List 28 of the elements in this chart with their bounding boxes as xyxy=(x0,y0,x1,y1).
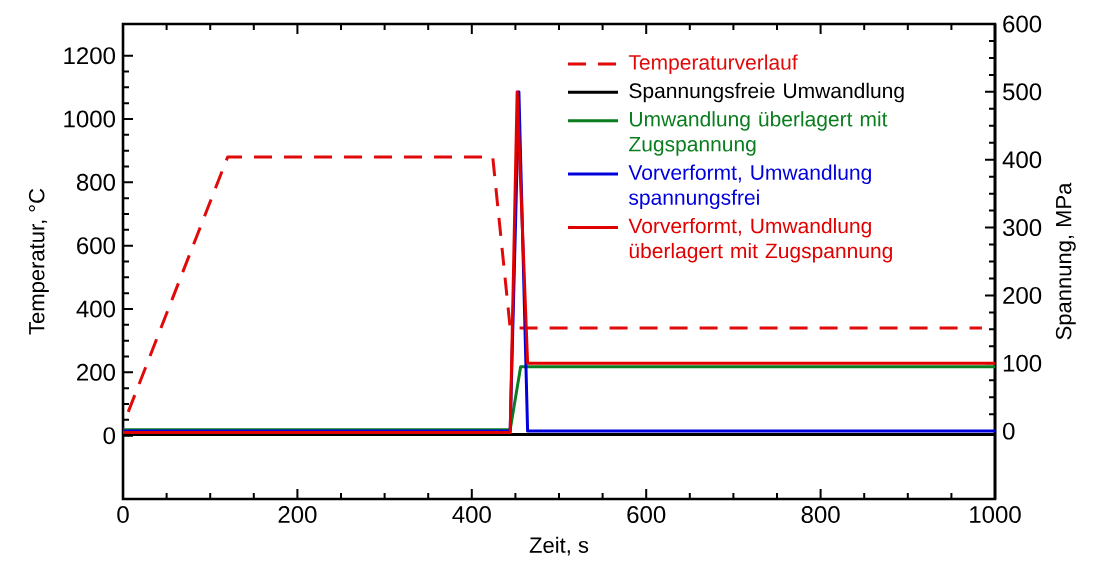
y-tick-label: 600 xyxy=(77,237,116,255)
x-tick-label: 400 xyxy=(452,506,491,524)
legend-label: Umwandlung überlagert mit Zugspannung xyxy=(629,111,888,156)
y-tick-label: 0 xyxy=(103,427,116,445)
y2-tick-label: 100 xyxy=(1003,354,1042,372)
legend-label: Spannungsfreie Umwandlung xyxy=(629,82,904,103)
y-tick-label: 400 xyxy=(76,300,116,318)
x-tick-label: 600 xyxy=(627,506,666,524)
y2-tick-label: 300 xyxy=(1002,219,1042,237)
x-tick-label: 0 xyxy=(117,506,129,524)
y-tick-label: 1200 xyxy=(64,47,116,65)
y2-tick-label: 0 xyxy=(1003,422,1015,440)
legend-label: Vorverformt, Umwandlung spannungsfrei xyxy=(628,164,871,210)
x-tick-label: 200 xyxy=(278,506,317,524)
y2-axis-title: Spannung, MPa xyxy=(1055,182,1076,340)
y-tick-label: 200 xyxy=(77,363,116,381)
y-tick-label: 1000 xyxy=(64,110,116,128)
x-tick-label: 800 xyxy=(801,506,840,524)
y2-tick-label: 500 xyxy=(1003,83,1042,101)
y2-tick-label: 200 xyxy=(1003,286,1042,304)
y2-tick-label: 600 xyxy=(1003,15,1042,33)
x-tick-label: 1000 xyxy=(970,506,1021,524)
legend-label: Vorverformt, Umwandlung überlagert mit Zugspannung xyxy=(628,217,892,263)
y2-tick-label: 400 xyxy=(1002,151,1042,169)
y-tick-label: 800 xyxy=(76,173,116,191)
y-axis-title: Temperatur, °C xyxy=(28,188,49,335)
legend-label: Temperaturverlauf xyxy=(628,54,798,74)
x-axis-title: Zeit, s xyxy=(529,536,589,556)
